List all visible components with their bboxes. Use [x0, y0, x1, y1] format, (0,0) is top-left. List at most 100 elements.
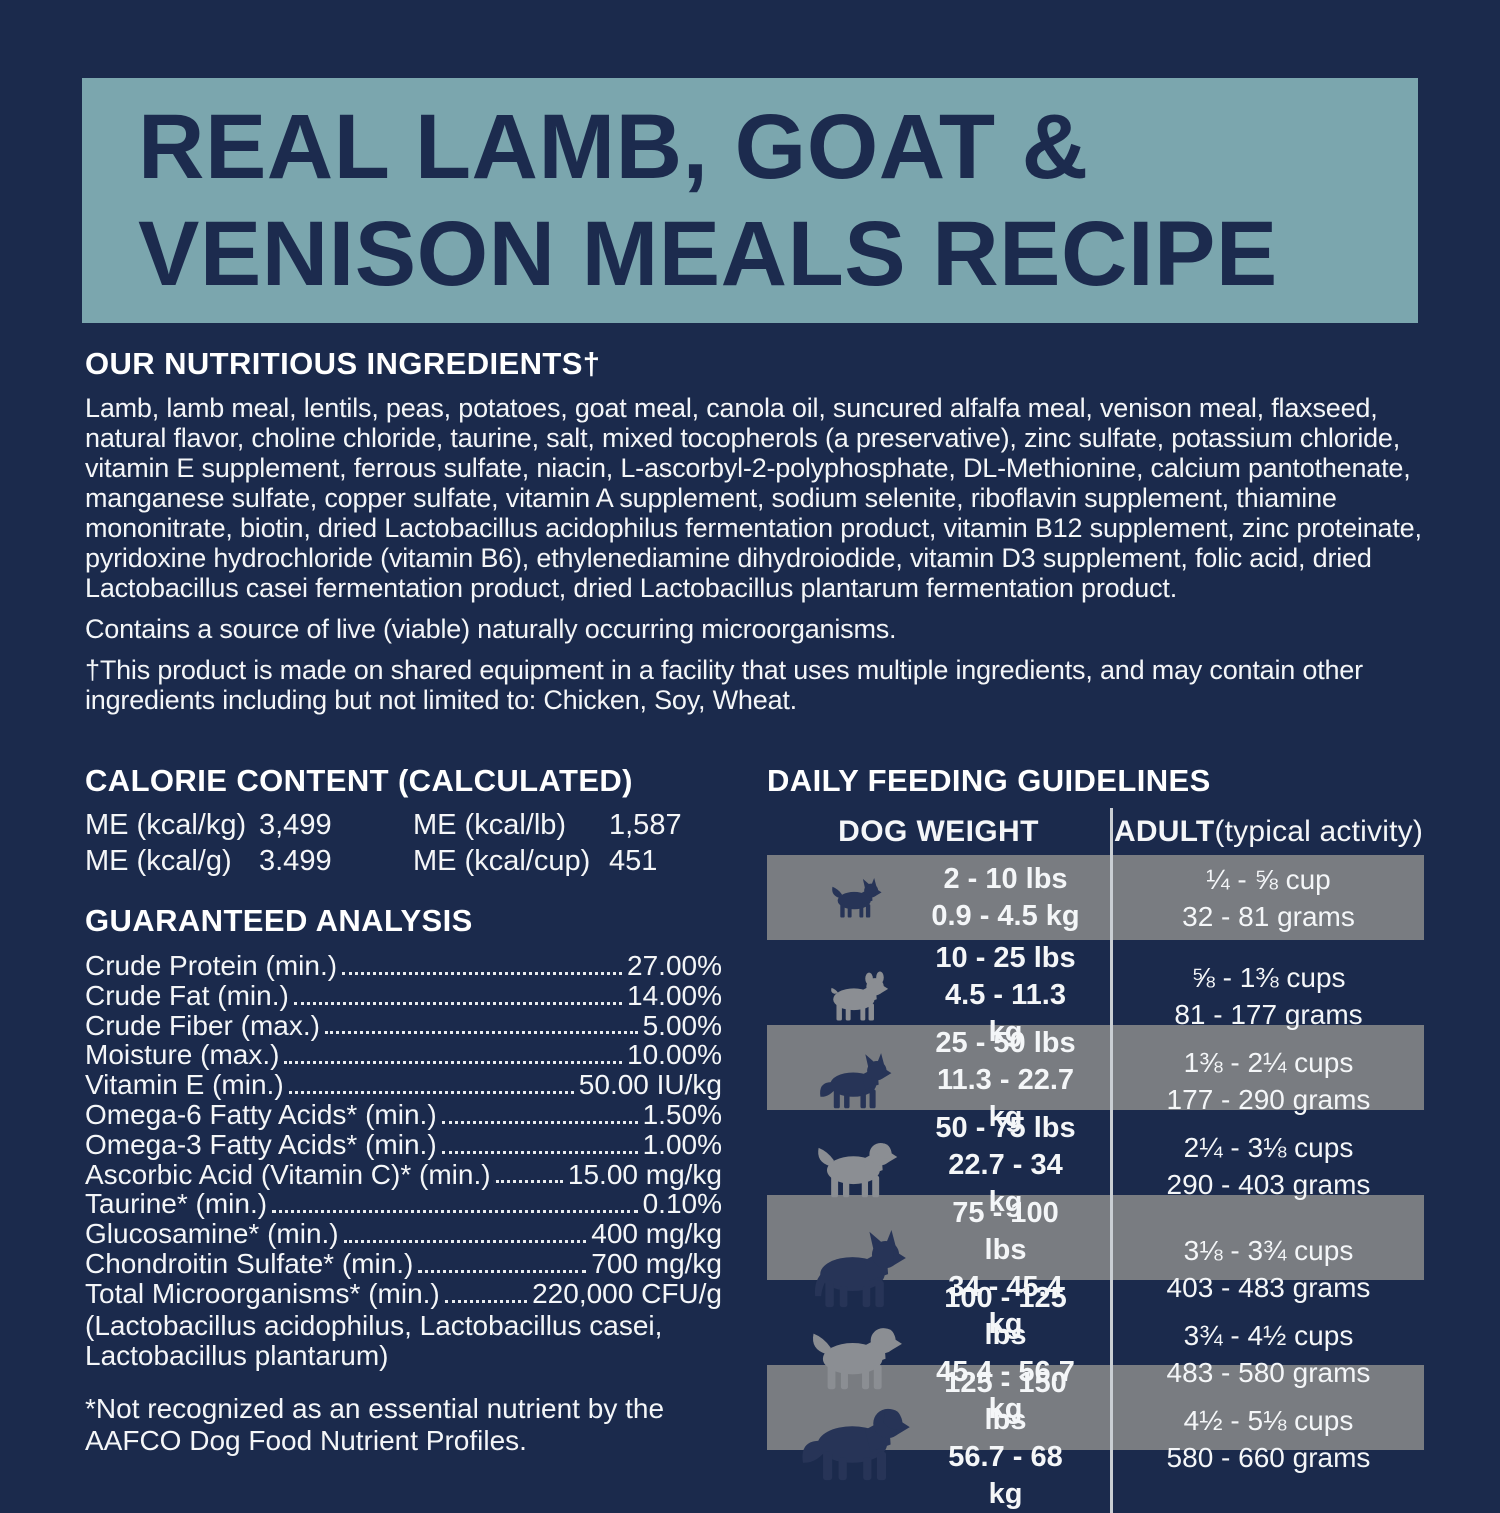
- terrier-icon: [779, 1052, 931, 1109]
- calorie-content-grid: ME (kcal/kg) 3,499 ME (kcal/lb) 1,587 ME…: [85, 807, 745, 879]
- analysis-row: Glucosamine* (min.) 400 mg/kg: [85, 1219, 722, 1249]
- analysis-row: Moisture (max.) 10.00%: [85, 1040, 722, 1070]
- mastiff-icon: [779, 1318, 931, 1390]
- feeding-row: 75 - 100 lbs 34 - 45.4 kg 3⅛ - 3¾ cups 403 …: [767, 1195, 1424, 1343]
- analysis-label: Crude Fat (min.): [85, 979, 289, 1011]
- dotted-leader: [293, 1001, 623, 1005]
- amount-cups: ¼ - ⅝ cup: [1206, 863, 1331, 895]
- analysis-label: Ascorbic Acid (Vitamin C)* (min.): [85, 1158, 491, 1190]
- dog-weight-cell: 10 - 25 lbs 4.5 - 11.3 kg: [767, 940, 1110, 1051]
- analysis-row: Chondroitin Sulfate* (min.) 700 mg/kg: [85, 1249, 722, 1279]
- analysis-label: Crude Fiber (max.): [85, 1009, 320, 1041]
- analysis-value: 10.00%: [627, 1039, 722, 1071]
- dotted-leader: [284, 1061, 623, 1065]
- analysis-value: 400 mg/kg: [591, 1218, 722, 1250]
- amount-cups: 4½ - 5⅛ cups: [1183, 1405, 1354, 1436]
- dog-weight-text: 10 - 25 lbs 4.5 - 11.3 kg: [931, 940, 1110, 1051]
- dotted-leader: [418, 1269, 587, 1273]
- analysis-label: Moisture (max.): [85, 1039, 280, 1071]
- analysis-label: Taurine* (min.): [85, 1188, 268, 1220]
- analysis-value: 27.00%: [627, 950, 722, 981]
- feeding-row: 50 - 75 lbs 22.7 - 34 kg 2¼ - 3⅛ cups 290 -…: [767, 1110, 1424, 1221]
- amount-cups: ⅝ - 1⅜ cups: [1191, 961, 1346, 993]
- feeding-amount-cell: 1⅜ - 2¼ cups 177 - 290 grams: [1110, 1025, 1424, 1136]
- analysis-label: Omega-3 Fatty Acids* (min.): [85, 1128, 437, 1160]
- analysis-value: 700 mg/kg: [591, 1247, 722, 1279]
- dotted-leader: [272, 1210, 638, 1214]
- analysis-row: Omega-6 Fatty Acids* (min.) 1.50%: [85, 1100, 722, 1130]
- weight-lbs: 100 - 125 lbs: [944, 1282, 1067, 1351]
- ingredients-section: OUR NUTRITIOUS INGREDIENTS† Lamb, lamb m…: [85, 346, 1427, 715]
- dog-weight-cell: 2 - 10 lbs 0.9 - 4.5 kg: [767, 855, 1110, 940]
- feeding-guidelines-heading: DAILY FEEDING GUIDELINES: [767, 763, 1211, 798]
- feeding-table-rows: 2 - 10 lbs 0.9 - 4.5 kg ¼ - ⅝ cup 32 - 81 g…: [767, 855, 1424, 1513]
- feeding-row: 10 - 25 lbs 4.5 - 11.3 kg ⅝ - 1⅜ cups 81 - …: [767, 940, 1424, 1051]
- analysis-row: Vitamin E (min.) 50.00 IU/kg: [85, 1070, 722, 1100]
- dotted-leader: [342, 971, 623, 975]
- dotted-leader: [495, 1180, 563, 1184]
- guaranteed-analysis-rows: Crude Protein (min.) 27.00% Crude Fat (min…: [85, 951, 722, 1309]
- analysis-row: Total Microorganisms* (min.) 220,000 CFU/…: [85, 1277, 722, 1309]
- feeding-row: 125 - 150 lbs 56.7 - 68 kg 4½ - 5⅛ cups 580…: [767, 1365, 1424, 1513]
- analysis-row: Ascorbic Acid (Vitamin C)* (min.) 15.00 m…: [85, 1158, 722, 1190]
- ingredients-list: Lamb, lamb meal, lentils, peas, potatoes…: [85, 393, 1422, 603]
- french-bulldog-icon: [779, 971, 931, 1021]
- amount-cups: 1⅜ - 2¼ cups: [1183, 1046, 1354, 1078]
- analysis-value: 15.00 mg/kg: [567, 1158, 722, 1190]
- analysis-row: Crude Protein (min.) 27.00%: [85, 951, 722, 981]
- weight-lbs: 2 - 10 lbs: [943, 862, 1068, 895]
- amount-grams: 81 - 177 grams: [1174, 998, 1363, 1030]
- amount-cups: 3¾ - 4½ cups: [1183, 1320, 1354, 1351]
- analysis-row: Omega-3 Fatty Acids* (min.) 1.00%: [85, 1128, 722, 1160]
- analysis-value: 50.00 IU/kg: [578, 1069, 722, 1101]
- feeding-table-header: DOG WEIGHT ADULT (typical activity): [767, 808, 1424, 855]
- analysis-label: Glucosamine* (min.): [85, 1218, 339, 1250]
- ingredients-heading: OUR NUTRITIOUS INGREDIENTS†: [85, 346, 601, 381]
- adult-column-header: ADULT (typical activity): [1110, 808, 1424, 855]
- feeding-amount-cell: 4½ - 5⅛ cups 580 - 660 grams: [1110, 1365, 1424, 1513]
- analysis-label: Crude Protein (min.): [85, 950, 338, 981]
- great-dane-icon: [779, 1230, 931, 1308]
- weight-kg: 11.3 - 22.7 kg: [936, 1064, 1075, 1133]
- analysis-row: Crude Fat (min.) 14.00%: [85, 979, 722, 1011]
- analysis-value: 220,000 CFU/g: [532, 1277, 722, 1309]
- weight-lbs: 50 - 75 lbs: [935, 1112, 1076, 1144]
- calorie-label: ME (kcal/lb): [413, 809, 567, 841]
- microorganisms-detail: (Lactobacillus acidophilus, Lactobacillu…: [85, 1309, 663, 1371]
- analysis-value: 1.00%: [642, 1128, 722, 1160]
- dog-weight-text: 50 - 75 lbs 22.7 - 34 kg: [931, 1110, 1110, 1221]
- weight-kg: 4.5 - 11.3 kg: [945, 979, 1066, 1048]
- feeding-amount-cell: 3¾ - 4½ cups 483 - 580 grams: [1110, 1280, 1424, 1428]
- weight-lbs: 125 - 150 lbs: [944, 1367, 1067, 1436]
- weight-lbs: 10 - 25 lbs: [935, 942, 1076, 974]
- analysis-label: Omega-6 Fatty Acids* (min.): [85, 1098, 437, 1130]
- amount-cups: 2¼ - 3⅛ cups: [1183, 1131, 1354, 1163]
- analysis-value: 1.50%: [642, 1098, 722, 1130]
- dog-weight-column-header: DOG WEIGHT: [838, 814, 1039, 848]
- analysis-label: Vitamin E (min.): [85, 1069, 284, 1101]
- recipe-banner: REAL LAMB, GOAT & VENISON MEALS RECIPE: [82, 78, 1418, 323]
- feeding-row: 25 - 50 lbs 11.3 - 22.7 kg 1⅜ - 2¼ cups 177…: [767, 1025, 1424, 1136]
- dotted-leader: [441, 1120, 638, 1124]
- weight-kg: 45.4 - 56.7 kg: [936, 1356, 1075, 1425]
- amount-cups: 3⅛ - 3¾ cups: [1183, 1235, 1354, 1266]
- chihuahua-icon: [779, 877, 931, 918]
- analysis-row: Crude Fiber (max.) 5.00%: [85, 1009, 722, 1041]
- weight-kg: 34 - 45.4 kg: [948, 1271, 1063, 1340]
- dog-weight-cell: 50 - 75 lbs 22.7 - 34 kg: [767, 1110, 1110, 1221]
- dotted-leader: [441, 1150, 638, 1154]
- calorie-value: 1,587: [609, 809, 682, 841]
- feeding-amount-cell: 3⅛ - 3¾ cups 403 - 483 grams: [1110, 1195, 1424, 1343]
- analysis-value: 5.00%: [642, 1009, 722, 1041]
- calorie-content-section: CALORIE CONTENT (CALCULATED) ME (kcal/kg…: [85, 763, 745, 879]
- weight-lbs: 25 - 50 lbs: [935, 1027, 1076, 1059]
- guaranteed-analysis-heading: GUARANTEED ANALYSIS: [85, 903, 473, 938]
- dotted-leader: [444, 1299, 528, 1303]
- analysis-row: Taurine* (min.) 0.10%: [85, 1189, 722, 1219]
- weight-kg: 0.9 - 4.5 kg: [931, 899, 1080, 932]
- analysis-value: 14.00%: [627, 979, 722, 1011]
- microorganisms-note: Contains a source of live (viable) natur…: [85, 614, 897, 644]
- analysis-label: Chondroitin Sulfate* (min.): [85, 1247, 414, 1279]
- weight-kg: 56.7 - 68 kg: [948, 1441, 1063, 1510]
- dog-weight-cell: 125 - 150 lbs 56.7 - 68 kg: [767, 1365, 1110, 1513]
